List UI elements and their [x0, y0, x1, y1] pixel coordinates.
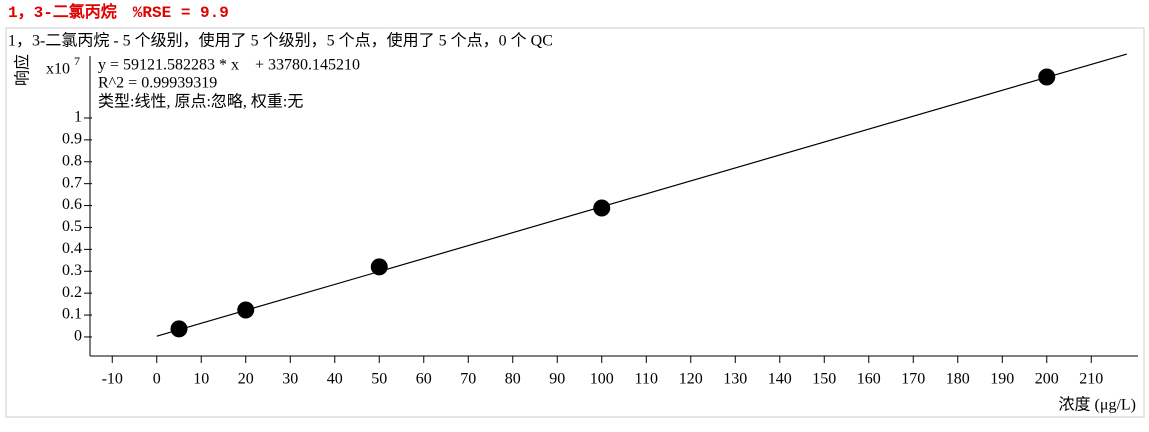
page-header: 1，3-二氯丙烷 %RSE = 9.9: [8, 2, 229, 22]
y-multiplier-exp: 7: [74, 54, 80, 68]
frame: [5, 27, 1145, 418]
x-tick-label: 140: [768, 371, 792, 388]
x-tick-label: 170: [901, 371, 925, 388]
x-tick-label: 40: [327, 371, 343, 388]
x-tick-label: 210: [1079, 371, 1103, 388]
y-tick-label: 0.9: [62, 131, 82, 148]
r-squared: R^2 = 0.99939319: [98, 75, 217, 92]
x-tick-label: 100: [590, 371, 614, 388]
x-tick-label: 160: [857, 371, 881, 388]
y-tick-label: 0.8: [62, 152, 82, 169]
x-tick-label: 200: [1035, 371, 1059, 388]
data-point: [1038, 68, 1056, 86]
y-tick-label: 0.7: [62, 174, 82, 191]
data-point: [170, 320, 188, 338]
y-tick-label: 0.1: [62, 306, 82, 323]
fit-info: 类型:线性, 原点:忽略, 权重:无: [98, 93, 303, 111]
x-tick-label: 80: [505, 371, 521, 388]
data-point: [593, 199, 611, 217]
y-tick-label: 0.4: [62, 240, 82, 257]
x-axis-label: 浓度 (μg/L): [1059, 396, 1136, 414]
y-tick-label: 0.2: [62, 284, 82, 301]
chart-title: 1，3-二氯丙烷 - 5 个级别，使用了 5 个级别，5 个点，使用了 5 个点…: [8, 32, 553, 50]
y-tick-label: 0: [74, 328, 82, 345]
x-tick-label: 30: [282, 371, 298, 388]
x-tick-label: 70: [460, 371, 476, 388]
x-tick-label: 20: [238, 371, 254, 388]
x-tick-label: 10: [193, 371, 209, 388]
y-axis-label: 响应: [13, 54, 32, 86]
y-tick-label: 0.5: [62, 218, 82, 235]
x-tick-label: 120: [679, 371, 703, 388]
y-multiplier: x10: [46, 61, 70, 78]
x-tick-label: 110: [635, 371, 658, 388]
y-tick-label: 1: [74, 109, 82, 126]
data-point: [237, 301, 255, 319]
x-tick-label: 150: [812, 371, 836, 388]
x-tick-label: 180: [946, 371, 970, 388]
y-tick-label: 0.3: [62, 262, 82, 279]
x-tick-label: 130: [723, 371, 747, 388]
x-tick-label: 90: [549, 371, 565, 388]
x-tick-label: 190: [990, 371, 1014, 388]
x-tick-label: 60: [416, 371, 432, 388]
x-tick-label: 0: [153, 371, 161, 388]
x-tick-label: 50: [371, 371, 387, 388]
x-tick-label: -10: [102, 371, 123, 388]
data-point: [370, 258, 388, 276]
fit-line: [156, 53, 1128, 337]
equation: y = 59121.582283 * x + 33780.145210: [98, 57, 360, 74]
y-tick-label: 0.6: [62, 196, 82, 213]
